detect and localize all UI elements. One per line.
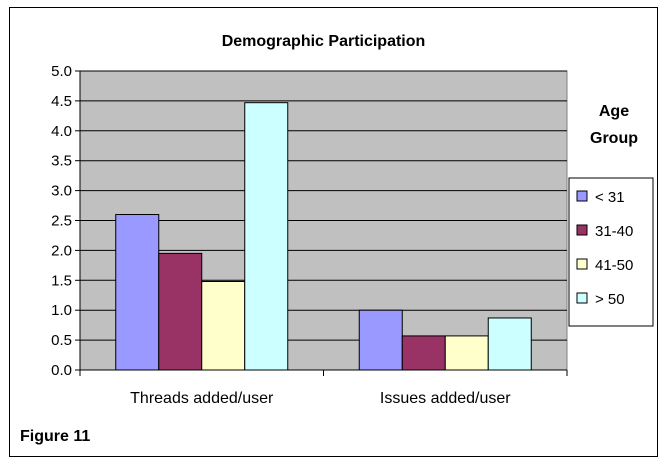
legend-label: < 31 bbox=[595, 189, 625, 206]
legend-title: Age bbox=[599, 103, 629, 120]
y-tick-label: 4.0 bbox=[51, 123, 72, 140]
legend-swatch bbox=[576, 190, 588, 202]
chart-title: Demographic Participation bbox=[222, 33, 426, 50]
bar bbox=[115, 214, 160, 371]
y-tick-label: 1.0 bbox=[51, 302, 72, 319]
y-tick-label: 2.0 bbox=[51, 242, 72, 259]
legend-label: 41-50 bbox=[595, 257, 633, 274]
x-category-label: Threads added/user bbox=[130, 390, 274, 407]
bar bbox=[401, 335, 446, 371]
bar bbox=[201, 280, 246, 371]
bar bbox=[358, 309, 403, 371]
legend-label: 31-40 bbox=[595, 223, 633, 240]
legend-label: > 50 bbox=[595, 291, 625, 308]
y-tick-label: 5.0 bbox=[51, 63, 72, 80]
legend-title: Group bbox=[590, 130, 638, 147]
y-tick-label: 0.0 bbox=[51, 362, 72, 379]
legend-swatch bbox=[576, 224, 588, 236]
y-tick-label: 1.5 bbox=[51, 272, 72, 289]
y-tick-label: 3.5 bbox=[51, 153, 72, 170]
y-tick-label: 4.5 bbox=[51, 93, 72, 110]
legend-swatch bbox=[576, 292, 588, 304]
bar bbox=[444, 335, 489, 371]
x-category-label: Issues added/user bbox=[380, 390, 511, 407]
bar-chart: Demographic Participation 0.0 0.5 1.0 1.5 2.0… bbox=[51, 33, 654, 407]
chart-frame: Demographic Participation 0.0 0.5 1.0 1.5 2.0… bbox=[9, 7, 658, 457]
y-tick-label: 3.0 bbox=[51, 183, 72, 200]
bar bbox=[244, 102, 289, 371]
bar bbox=[487, 317, 532, 371]
legend-swatch bbox=[576, 258, 588, 270]
y-tick-label: 0.5 bbox=[51, 332, 72, 349]
bar bbox=[158, 252, 203, 371]
y-tick-label: 2.5 bbox=[51, 213, 72, 230]
figure-label: Figure 11 bbox=[20, 428, 91, 445]
